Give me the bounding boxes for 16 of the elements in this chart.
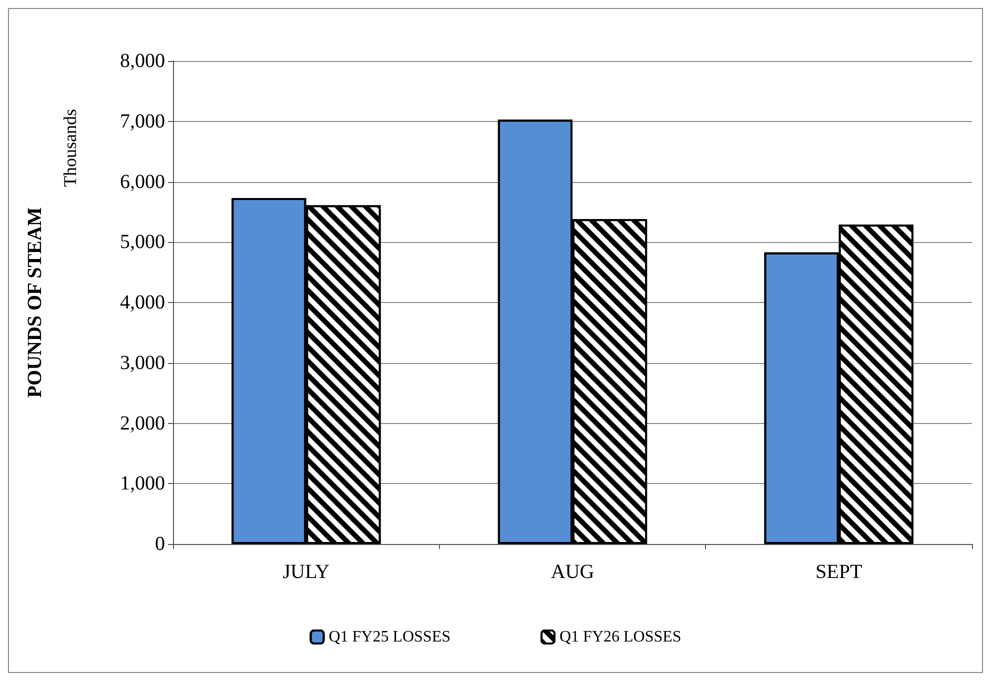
y-axis-title: POUNDS OF STEAM — [24, 207, 46, 398]
legend-label: Q1 FY26 LOSSES — [560, 628, 682, 646]
y-tick-label: 1,000 — [120, 472, 165, 495]
y-tick-label: 2,000 — [120, 412, 165, 434]
legend-label: Q1 FY25 LOSSES — [328, 628, 451, 646]
x-tick-label: SEPT — [815, 561, 862, 583]
x-tick-label: JULY — [282, 561, 330, 583]
y-tick-label: 0 — [155, 533, 165, 555]
x-tick-label: AUG — [550, 561, 594, 583]
y-tick-label: 5,000 — [120, 231, 165, 254]
y-tick-label: 6,000 — [120, 170, 165, 193]
y-tick-label: 8,000 — [120, 50, 165, 72]
y-tick-label: 7,000 — [120, 110, 165, 132]
y-tick-label: 3,000 — [120, 352, 165, 374]
text: Thousands — [60, 108, 80, 187]
y-tick-label: 4,000 — [120, 292, 165, 314]
